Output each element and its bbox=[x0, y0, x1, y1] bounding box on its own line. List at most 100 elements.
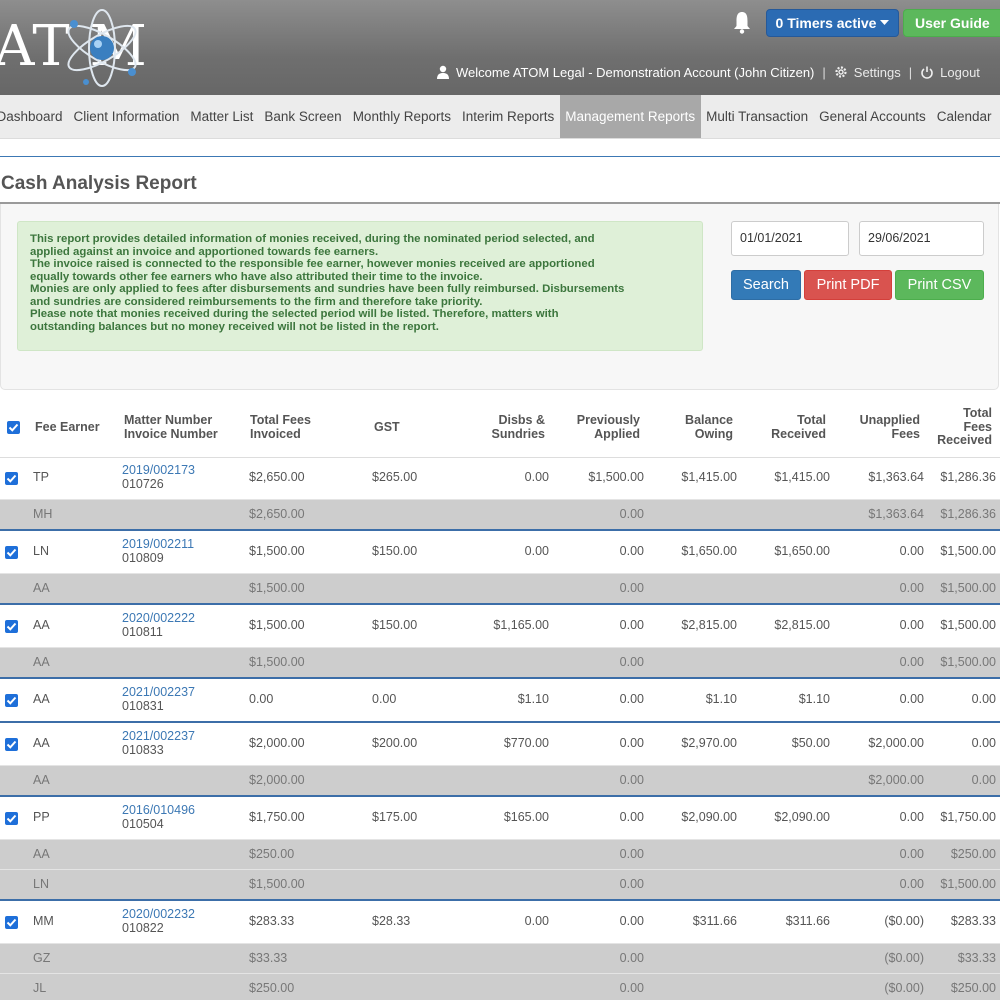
disbs-cell: $165.00 bbox=[503, 810, 549, 824]
unapplied-fees-cell: 0.00 bbox=[899, 692, 924, 706]
row-checkbox[interactable] bbox=[5, 620, 18, 633]
total-fees-received-cell: $250.00 bbox=[950, 981, 996, 995]
total-received-cell: $2,815.00 bbox=[774, 618, 830, 632]
col-label: Received bbox=[937, 433, 992, 447]
fee-earner-cell: LN bbox=[33, 877, 49, 891]
table-row: AA 2020/002222 010811 $1,500.00 $150.00 $1,16… bbox=[0, 603, 1000, 647]
date-to-input[interactable]: 29/06/2021 bbox=[859, 221, 984, 256]
info-line: outstanding balances but no money receiv… bbox=[30, 320, 439, 333]
col-unapplied-fees[interactable]: Unapplied Fees bbox=[860, 413, 920, 441]
row-checkbox[interactable] bbox=[5, 546, 18, 559]
fee-earner-cell: PP bbox=[33, 810, 50, 824]
user-icon bbox=[437, 65, 449, 79]
nav-interim-reports[interactable]: Interim Reports bbox=[461, 109, 555, 124]
print-csv-button[interactable]: Print CSV bbox=[895, 270, 984, 300]
timers-dropdown-button[interactable]: 0 Timers active bbox=[766, 9, 899, 37]
gst-cell: $150.00 bbox=[372, 618, 418, 632]
total-fees-cell: $2,650.00 bbox=[249, 507, 305, 521]
matter-number-link[interactable]: 2016/010496 bbox=[122, 803, 195, 817]
balance-owing-cell: $2,090.00 bbox=[681, 810, 737, 824]
previously-applied-cell: 0.00 bbox=[619, 618, 644, 632]
total-received-cell: $2,090.00 bbox=[774, 810, 830, 824]
unapplied-fees-cell: ($0.00) bbox=[884, 914, 924, 928]
total-fees-cell: $2,000.00 bbox=[249, 736, 305, 750]
total-fees-cell: $1,500.00 bbox=[249, 618, 305, 632]
unapplied-fees-cell: $1,363.64 bbox=[868, 507, 924, 521]
nav-dashboard[interactable]: Dashboard bbox=[0, 109, 63, 124]
table-subrow: AA $2,000.00 0.00 $2,000.00 0.00 bbox=[0, 765, 1000, 795]
user-guide-button[interactable]: User Guide bbox=[903, 9, 1000, 37]
separator: | bbox=[908, 64, 913, 80]
total-fees-cell: $2,000.00 bbox=[249, 773, 305, 787]
matter-number-link[interactable]: 2021/002237 bbox=[122, 685, 195, 699]
matter-number-link[interactable]: 2020/002232 bbox=[122, 907, 195, 921]
row-checkbox[interactable] bbox=[5, 916, 18, 929]
unapplied-fees-cell: ($0.00) bbox=[884, 951, 924, 965]
table-subrow: AA $1,500.00 0.00 0.00 $1,500.00 bbox=[0, 573, 1000, 603]
gst-cell: $265.00 bbox=[372, 470, 418, 484]
previously-applied-cell: 0.00 bbox=[619, 507, 644, 521]
total-fees-received-cell: $1,500.00 bbox=[940, 544, 996, 558]
print-pdf-button[interactable]: Print PDF bbox=[804, 270, 892, 300]
app-header: AT M 0 Timers active User Guide Welcome … bbox=[0, 0, 1000, 95]
matter-number-link[interactable]: 2019/002173 bbox=[122, 463, 195, 477]
row-checkbox[interactable] bbox=[5, 694, 18, 707]
col-fee-earner[interactable]: Fee Earner bbox=[35, 420, 100, 434]
total-fees-received-cell: $1,500.00 bbox=[940, 655, 996, 669]
gst-cell: $200.00 bbox=[372, 736, 418, 750]
logout-link[interactable]: Logout bbox=[940, 64, 980, 80]
gst-cell: $175.00 bbox=[372, 810, 418, 824]
previously-applied-cell: 0.00 bbox=[619, 847, 644, 861]
nav-general-accounts[interactable]: General Accounts bbox=[819, 109, 926, 124]
invoice-number-cell: 010833 bbox=[122, 743, 164, 757]
date-from-input[interactable]: 01/01/2021 bbox=[731, 221, 849, 256]
table-subrow: LN $1,500.00 0.00 0.00 $1,500.00 bbox=[0, 869, 1000, 899]
nav-monthly-reports[interactable]: Monthly Reports bbox=[352, 109, 451, 124]
col-label: Total bbox=[963, 406, 992, 420]
matter-number-link[interactable]: 2019/002211 bbox=[122, 537, 195, 551]
nav-client-information[interactable]: Client Information bbox=[73, 109, 180, 124]
table-header: Fee Earner Matter Number Invoice Number … bbox=[0, 400, 1000, 457]
select-all-checkbox[interactable] bbox=[7, 421, 20, 434]
unapplied-fees-cell: $1,363.64 bbox=[868, 470, 924, 484]
nav-calendar[interactable]: Calendar bbox=[936, 109, 992, 124]
col-balance-owing[interactable]: Balance Owing bbox=[685, 413, 733, 441]
main-nav: Dashboard Client Information Matter List… bbox=[0, 95, 1000, 139]
col-label: Applied bbox=[594, 426, 640, 441]
fee-earner-cell: LN bbox=[33, 544, 49, 558]
col-total-fees-invoiced[interactable]: Total Fees Invoiced bbox=[250, 413, 311, 441]
nav-matter-list[interactable]: Matter List bbox=[190, 109, 254, 124]
col-matter-number[interactable]: Matter Number Invoice Number bbox=[124, 413, 218, 441]
caret-down-icon bbox=[880, 20, 890, 25]
matter-number-link[interactable]: 2021/002237 bbox=[122, 729, 195, 743]
total-fees-received-cell: $250.00 bbox=[950, 847, 996, 861]
nav-management-reports[interactable]: Management Reports bbox=[559, 95, 701, 138]
row-checkbox[interactable] bbox=[5, 738, 18, 751]
bell-icon[interactable] bbox=[733, 10, 751, 34]
search-button[interactable]: Search bbox=[731, 270, 801, 300]
balance-owing-cell: $2,970.00 bbox=[681, 736, 737, 750]
unapplied-fees-cell: 0.00 bbox=[899, 877, 924, 891]
col-label: Owing bbox=[694, 426, 733, 441]
unapplied-fees-cell: $2,000.00 bbox=[868, 773, 924, 787]
total-fees-received-cell: $1,286.36 bbox=[940, 470, 996, 484]
settings-link[interactable]: Settings bbox=[853, 64, 901, 80]
table-body: TP 2019/002173 010726 $2,650.00 $265.00 0.00 $… bbox=[0, 457, 1000, 1000]
divider bbox=[0, 156, 1000, 157]
row-checkbox[interactable] bbox=[5, 472, 18, 485]
matter-number-link[interactable]: 2020/002222 bbox=[122, 611, 195, 625]
info-alert: This report provides detailed informatio… bbox=[17, 221, 703, 351]
col-total-fees-received[interactable]: Total Fees Received bbox=[937, 406, 992, 448]
col-disbs-sundries[interactable]: Disbs & Sundries bbox=[492, 413, 546, 441]
col-previously-applied[interactable]: Previously Applied bbox=[577, 413, 640, 441]
nav-multi-transaction[interactable]: Multi Transaction bbox=[706, 109, 809, 124]
total-fees-cell: $1,750.00 bbox=[249, 810, 305, 824]
col-gst[interactable]: GST bbox=[374, 420, 400, 434]
cash-analysis-table: Fee Earner Matter Number Invoice Number … bbox=[0, 400, 1000, 1000]
col-total-received[interactable]: Total Received bbox=[771, 413, 826, 441]
total-fees-received-cell: $1,500.00 bbox=[940, 877, 996, 891]
row-checkbox[interactable] bbox=[5, 812, 18, 825]
gst-cell: $150.00 bbox=[372, 544, 418, 558]
nav-bank-screen[interactable]: Bank Screen bbox=[264, 109, 342, 124]
atom-logo[interactable]: AT M bbox=[0, 4, 204, 90]
